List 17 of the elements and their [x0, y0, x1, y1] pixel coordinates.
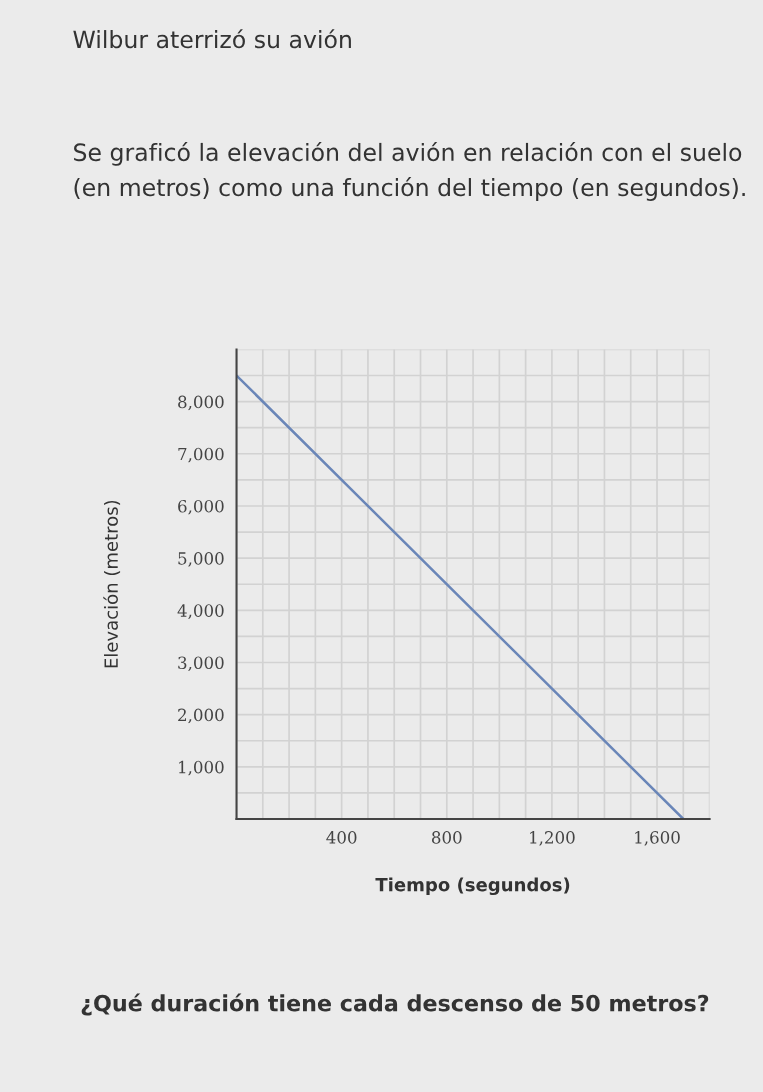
y-tick-label: 3,000 [178, 656, 224, 672]
x-tick-label: 1,600 [635, 831, 680, 846]
x-tick-label: 1,200 [530, 831, 575, 846]
chart-title: Wilbur aterrizó su avión [73, 29, 351, 49]
y-tick-label: 1,000 [179, 760, 224, 776]
y-tick-label: 7,000 [178, 447, 224, 463]
y-tick-label: 4,000 [177, 604, 224, 619]
x-tick-label: 800 [431, 831, 462, 844]
y-tick-label: 5,000 [178, 552, 224, 567]
y-tick-label: 2,000 [178, 708, 224, 724]
x-axis-title: Tiempo (segundos) [375, 877, 570, 896]
y-tick-label: 6,000 [178, 499, 224, 515]
chart-subtitle: Se graficó la elevación del avión en relación con el suelo (en metros) como una función del tiempo (en segundos). [74, 141, 745, 201]
y-tick-label: 8,000 [178, 395, 224, 411]
y-axis-title: Elevación (metros) [103, 500, 121, 668]
text: ¿Qué duración tiene cada descenso de 50 metros? [81, 993, 709, 1016]
x-tick-label: 400 [326, 831, 357, 844]
